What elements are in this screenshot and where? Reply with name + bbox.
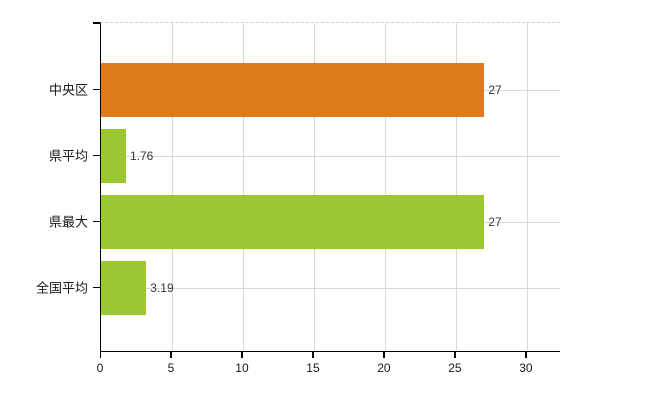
- x-axis-tick-label: 20: [377, 361, 391, 375]
- category-label: 県平均: [48, 148, 88, 164]
- horizontal-gridline: [101, 287, 560, 289]
- y-axis-tick: [93, 88, 100, 90]
- bar-4: [101, 261, 147, 315]
- y-axis-tick: [93, 220, 100, 222]
- vertical-gridline: [384, 23, 386, 351]
- x-axis-tick-label: 10: [235, 361, 249, 375]
- vertical-gridline: [313, 23, 315, 351]
- bar-1: [101, 63, 485, 117]
- bar-3: [101, 195, 485, 249]
- horizontal-gridline: [101, 155, 560, 157]
- x-axis-tick: [383, 352, 385, 358]
- x-axis-tick-label: 0: [96, 361, 104, 375]
- x-axis-tick: [525, 352, 527, 358]
- x-axis-tick: [312, 352, 314, 358]
- bar-value-label: 1.76: [129, 149, 154, 163]
- vertical-gridline: [242, 23, 244, 351]
- x-axis-tick: [241, 352, 243, 358]
- vertical-gridline: [526, 23, 528, 351]
- bar-2: [101, 129, 126, 183]
- x-axis-tick-label: 15: [306, 361, 320, 375]
- bar-value-label: 3.19: [150, 281, 174, 295]
- bar-value-label: 27: [488, 215, 502, 229]
- x-axis-tick-label: 25: [448, 361, 462, 375]
- y-axis-tick: [93, 154, 100, 156]
- vertical-gridline: [171, 23, 173, 351]
- x-axis-tick-label: 5: [167, 361, 175, 375]
- plot-area: 27 1.76 27 3.19: [100, 22, 560, 352]
- y-axis-tick: [93, 286, 100, 288]
- x-axis-tick: [99, 352, 101, 358]
- category-label: 中央区: [48, 82, 88, 98]
- y-axis-top-tick: [93, 22, 100, 24]
- x-axis-tick: [170, 352, 172, 358]
- vertical-gridline: [455, 23, 457, 351]
- category-label: 全国平均: [35, 280, 88, 296]
- x-axis-tick-label: 30: [519, 361, 533, 375]
- bar-value-label: 27: [488, 83, 502, 97]
- category-label: 県最大: [48, 214, 88, 230]
- x-axis-tick: [454, 352, 456, 358]
